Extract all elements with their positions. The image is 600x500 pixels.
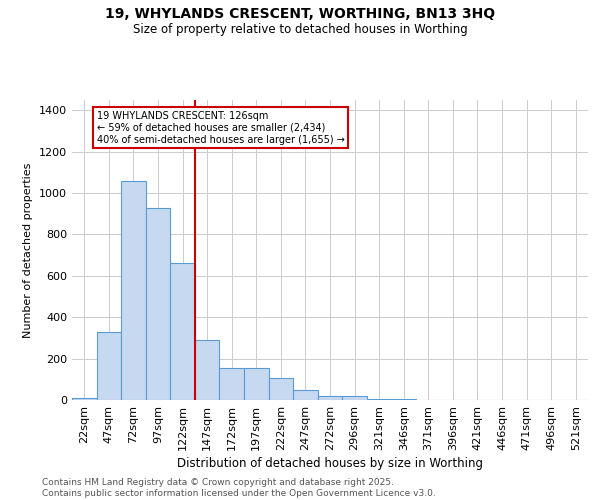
- Bar: [318, 396, 342, 400]
- Bar: [293, 390, 318, 400]
- Bar: [97, 332, 121, 400]
- Bar: [72, 398, 97, 400]
- Bar: [170, 264, 195, 400]
- Bar: [269, 378, 293, 400]
- Bar: [342, 396, 367, 400]
- Bar: [244, 368, 269, 400]
- Bar: [121, 180, 146, 400]
- Bar: [367, 399, 391, 400]
- Bar: [220, 368, 244, 400]
- Text: Size of property relative to detached houses in Worthing: Size of property relative to detached ho…: [133, 22, 467, 36]
- Y-axis label: Number of detached properties: Number of detached properties: [23, 162, 34, 338]
- X-axis label: Distribution of detached houses by size in Worthing: Distribution of detached houses by size …: [177, 457, 483, 470]
- Text: 19, WHYLANDS CRESCENT, WORTHING, BN13 3HQ: 19, WHYLANDS CRESCENT, WORTHING, BN13 3H…: [105, 8, 495, 22]
- Bar: [391, 399, 416, 400]
- Text: Contains HM Land Registry data © Crown copyright and database right 2025.
Contai: Contains HM Land Registry data © Crown c…: [42, 478, 436, 498]
- Bar: [146, 208, 170, 400]
- Text: 19 WHYLANDS CRESCENT: 126sqm
← 59% of detached houses are smaller (2,434)
40% of: 19 WHYLANDS CRESCENT: 126sqm ← 59% of de…: [97, 112, 344, 144]
- Bar: [195, 340, 220, 400]
